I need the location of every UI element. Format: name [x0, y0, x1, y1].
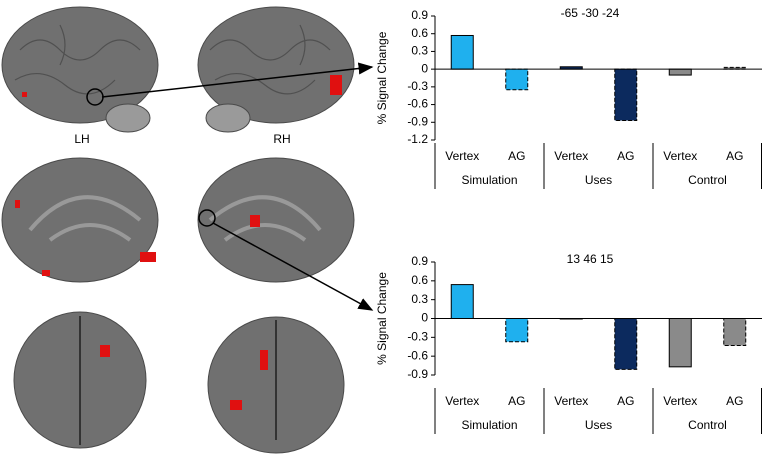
y-tick-label: -0.9	[407, 114, 428, 128]
bar	[450, 284, 474, 320]
bar	[505, 318, 529, 343]
brain-images	[1, 6, 374, 454]
hemisphere-label: LH	[74, 132, 89, 146]
y-tick-label: 0	[421, 61, 428, 75]
x-tick-label: Vertex	[554, 394, 588, 408]
y-tick-label: -0.9	[407, 367, 428, 381]
chart-title: -65 -30 -24	[561, 6, 620, 20]
bar	[505, 68, 529, 91]
x-tick-label: AG	[508, 149, 525, 163]
bar	[668, 318, 692, 368]
bar	[723, 318, 747, 346]
y-axis-label: % Signal Change	[375, 272, 389, 365]
y-tick-label: 0.9	[411, 254, 428, 268]
chart-title: 13 46 15	[567, 252, 614, 266]
bar	[450, 34, 474, 70]
x-tick-label: AG	[617, 149, 634, 163]
y-tick-label: 0.3	[411, 44, 428, 58]
bar	[614, 68, 638, 122]
group-label: Simulation	[461, 418, 517, 432]
y-tick-label: 0.6	[411, 26, 428, 40]
y-tick-label: 0.9	[411, 8, 428, 22]
bar	[668, 68, 692, 76]
y-tick-label: -0.6	[407, 348, 428, 362]
x-tick-label: Vertex	[663, 149, 697, 163]
x-tick-label: AG	[508, 394, 525, 408]
group-label: Uses	[585, 418, 612, 432]
x-tick-label: Vertex	[445, 149, 479, 163]
bar	[723, 66, 747, 70]
y-tick-label: -0.3	[407, 79, 428, 93]
y-tick-label: -1.2	[407, 132, 428, 146]
x-tick-label: AG	[726, 394, 743, 408]
x-tick-label: Vertex	[445, 394, 479, 408]
x-tick-label: AG	[726, 149, 743, 163]
y-tick-label: 0.3	[411, 292, 428, 306]
bar	[614, 318, 638, 370]
group-label: Control	[688, 173, 727, 187]
y-tick-label: 0	[421, 311, 428, 325]
y-tick-label: 0.6	[411, 273, 428, 287]
y-tick-label: -0.6	[407, 97, 428, 111]
group-label: Uses	[585, 173, 612, 187]
hemisphere-label: RH	[273, 132, 290, 146]
group-label: Control	[688, 418, 727, 432]
x-tick-label: Vertex	[554, 149, 588, 163]
x-tick-label: AG	[617, 394, 634, 408]
group-label: Simulation	[461, 173, 517, 187]
y-tick-label: -0.3	[407, 330, 428, 344]
y-axis-label: % Signal Change	[375, 31, 389, 124]
x-tick-label: Vertex	[663, 394, 697, 408]
